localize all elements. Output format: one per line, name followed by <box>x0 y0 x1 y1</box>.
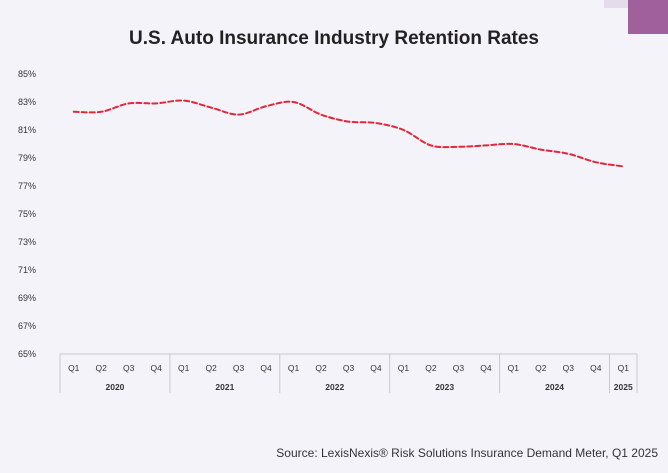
year-label: 2020 <box>105 382 124 392</box>
x-tick-label: Q3 <box>453 363 465 373</box>
x-tick-label: Q3 <box>563 363 575 373</box>
source-note: Source: LexisNexis® Risk Solutions Insur… <box>276 446 658 460</box>
x-tick-label: Q1 <box>288 363 300 373</box>
y-tick-label: 81% <box>18 125 36 135</box>
y-tick-label: 65% <box>18 349 36 359</box>
year-label: 2022 <box>325 382 344 392</box>
x-tick-label: Q1 <box>508 363 520 373</box>
x-tick-label: Q4 <box>370 363 382 373</box>
x-tick-label: Q4 <box>590 363 602 373</box>
x-tick-label: Q4 <box>150 363 162 373</box>
y-tick-label: 79% <box>18 153 36 163</box>
year-label: 2021 <box>215 382 234 392</box>
y-tick-label: 71% <box>18 265 36 275</box>
x-tick-label: Q1 <box>68 363 80 373</box>
x-tick-label: Q2 <box>535 363 547 373</box>
year-label: 2025 <box>614 382 633 392</box>
corner-decoration <box>628 0 668 34</box>
x-tick-label: Q2 <box>425 363 437 373</box>
x-tick-label: Q1 <box>178 363 190 373</box>
y-tick-label: 83% <box>18 97 36 107</box>
x-tick-label: Q1 <box>618 363 630 373</box>
x-tick-label: Q2 <box>205 363 217 373</box>
y-tick-label: 67% <box>18 321 36 331</box>
x-tick-label: Q4 <box>480 363 492 373</box>
x-tick-label: Q1 <box>398 363 410 373</box>
x-tick-label: Q3 <box>343 363 355 373</box>
y-tick-label: 75% <box>18 209 36 219</box>
x-tick-label: Q2 <box>96 363 108 373</box>
retention-rate-line <box>72 99 625 168</box>
year-label: 2024 <box>545 382 564 392</box>
x-tick-label: Q3 <box>123 363 135 373</box>
year-label: 2023 <box>435 382 454 392</box>
x-tick-label: Q4 <box>260 363 272 373</box>
x-tick-label: Q2 <box>315 363 327 373</box>
y-tick-label: 73% <box>18 237 36 247</box>
y-tick-label: 69% <box>18 293 36 303</box>
chart-title: U.S. Auto Insurance Industry Retention R… <box>129 28 539 49</box>
x-tick-label: Q3 <box>233 363 245 373</box>
y-tick-label: 77% <box>18 181 36 191</box>
y-tick-label: 85% <box>18 69 36 79</box>
